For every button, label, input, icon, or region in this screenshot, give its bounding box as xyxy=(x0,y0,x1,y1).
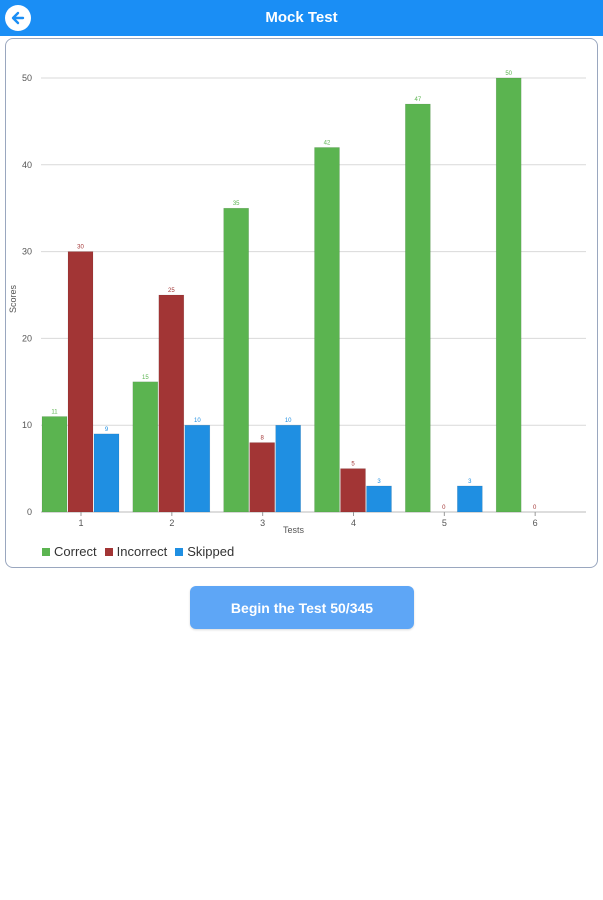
x-tick-label: 2 xyxy=(169,518,174,528)
bar-chart: 0102030405011309115251023581034253447035… xyxy=(8,71,586,535)
x-axis-title: Tests xyxy=(283,525,305,535)
data-label: 42 xyxy=(324,140,331,146)
x-tick-label: 5 xyxy=(442,518,447,528)
y-tick-label: 20 xyxy=(22,333,32,343)
x-tick-label: 6 xyxy=(533,518,538,528)
data-label: 3 xyxy=(377,479,381,485)
bar-skipped xyxy=(275,424,301,513)
bar-incorrect xyxy=(340,468,366,513)
legend-label-correct: Correct xyxy=(54,544,97,559)
legend-swatch-incorrect xyxy=(104,547,113,556)
legend-item-incorrect: Incorrect xyxy=(104,544,168,559)
legend-item-correct: Correct xyxy=(42,544,97,559)
begin-test-button[interactable]: Begin the Test 50/345 xyxy=(190,586,414,629)
back-button[interactable] xyxy=(5,5,31,31)
chart-card: 0 10 20 30 40 50 11 30 9 1 15 25 10 2 35 8 10 3 42 5 3 4 47 0 3 5… xyxy=(5,38,598,568)
data-label: 25 xyxy=(168,288,175,294)
data-label: 30 xyxy=(77,245,84,251)
y-tick-label: 10 xyxy=(22,420,32,430)
data-label: 47 xyxy=(414,97,421,103)
bar-skipped xyxy=(457,485,483,513)
y-tick-label: 0 xyxy=(27,507,32,517)
data-label: 3 xyxy=(468,479,472,485)
y-axis-title: Scores xyxy=(8,284,18,313)
back-arrow-icon xyxy=(11,11,25,25)
bar-correct xyxy=(314,147,340,513)
bar-correct xyxy=(132,381,159,513)
data-label: 15 xyxy=(142,375,149,381)
bar-correct xyxy=(405,103,431,513)
data-label: 10 xyxy=(194,418,201,424)
legend-item-skipped: Skipped xyxy=(175,544,234,559)
bar-correct xyxy=(41,416,68,513)
bar-incorrect xyxy=(249,442,275,513)
y-tick-label: 30 xyxy=(22,247,32,257)
y-tick-label: 50 xyxy=(22,73,32,83)
data-label: 8 xyxy=(260,436,264,442)
data-label: 9 xyxy=(105,427,109,433)
page-title: Mock Test xyxy=(265,9,338,26)
app-header: Mock Test xyxy=(0,0,603,36)
bar-correct xyxy=(495,77,522,513)
bar-skipped xyxy=(93,433,120,513)
data-label: 10 xyxy=(285,418,292,424)
legend-label-incorrect: Incorrect xyxy=(116,544,168,559)
data-label: 11 xyxy=(51,410,58,416)
x-tick-label: 4 xyxy=(351,518,356,528)
x-tick-label: 3 xyxy=(260,518,265,528)
bar-correct xyxy=(223,207,249,513)
bar-skipped xyxy=(184,424,211,513)
bar-skipped xyxy=(366,485,392,513)
bar-incorrect xyxy=(158,294,185,513)
bar-incorrect xyxy=(67,251,94,513)
data-label: 0 xyxy=(533,505,537,511)
chart-legend: Correct Incorrect Skipped xyxy=(42,544,234,559)
data-label: 5 xyxy=(351,462,355,468)
legend-swatch-correct xyxy=(42,547,50,556)
legend-swatch-skipped xyxy=(175,547,184,556)
data-label: 50 xyxy=(505,71,512,77)
y-tick-label: 40 xyxy=(22,160,32,170)
data-label: 35 xyxy=(233,201,240,207)
legend-label-skipped: Skipped xyxy=(187,544,235,559)
x-tick-label: 1 xyxy=(78,518,83,528)
data-label: 0 xyxy=(442,505,446,511)
